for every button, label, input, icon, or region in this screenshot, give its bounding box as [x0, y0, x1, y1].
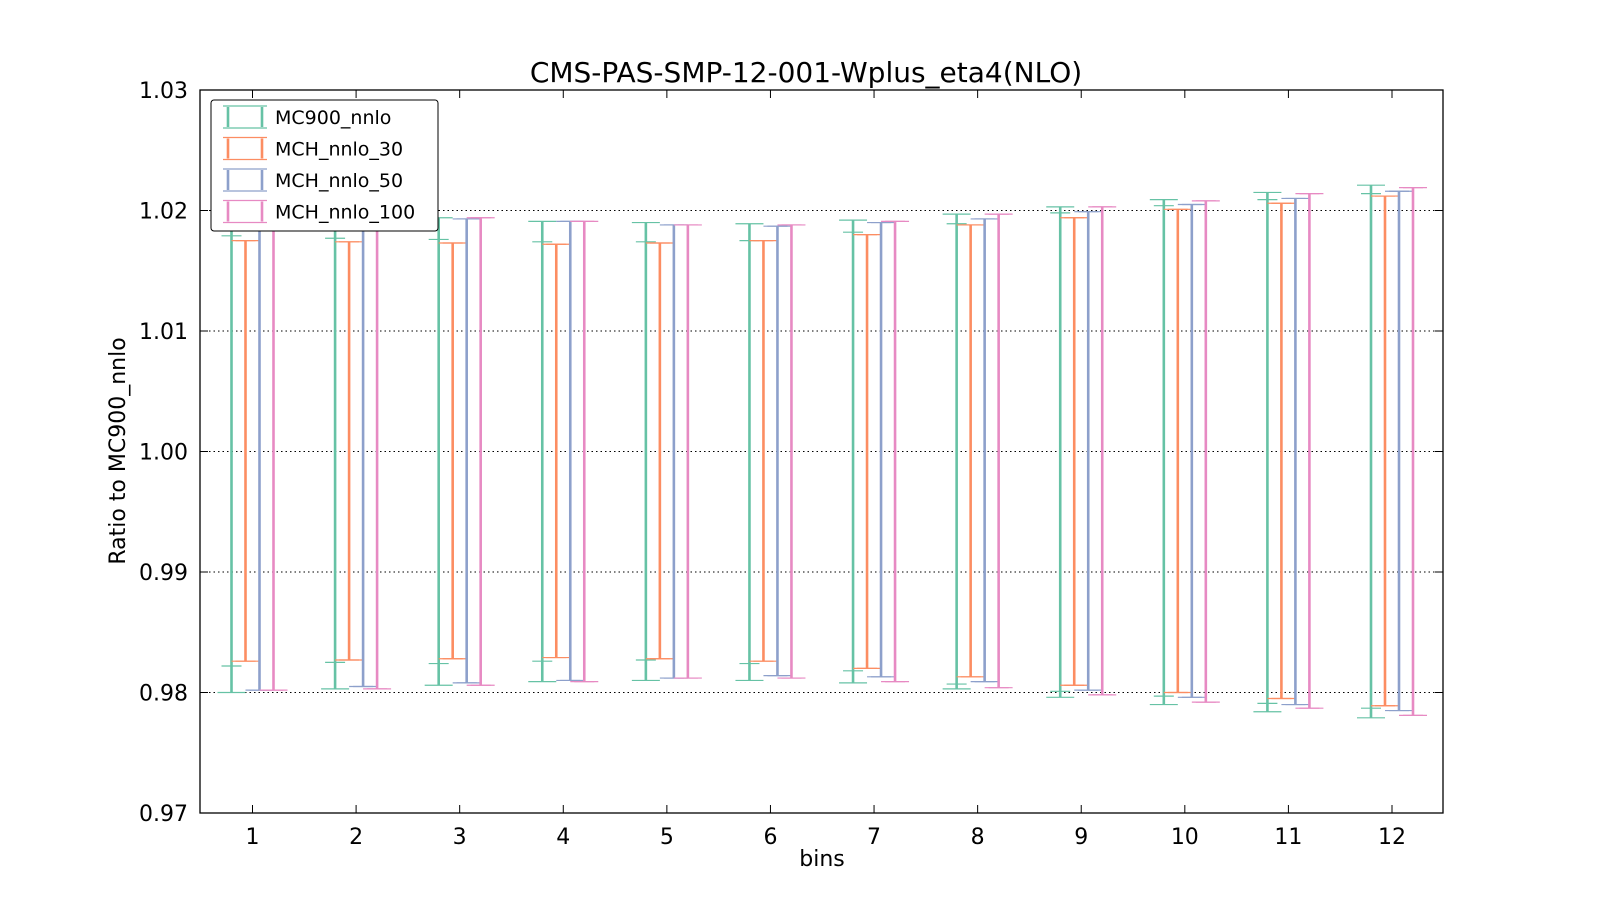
legend-entry: MC900_nnlo — [223, 105, 391, 129]
x-axis-label: bins — [799, 847, 844, 872]
x-tick-label: 8 — [971, 825, 985, 850]
x-tick-label: 10 — [1171, 825, 1199, 850]
y-tick-label: 1.02 — [139, 200, 188, 225]
x-tick-label: 5 — [660, 825, 674, 850]
x-tick-label: 6 — [763, 825, 777, 850]
chart-title: CMS-PAS-SMP-12-001-Wplus_eta4(NLO) — [530, 56, 1082, 89]
series-MC900_nnlo — [217, 184, 1385, 719]
legend-label: MCH_nnlo_50 — [275, 170, 403, 192]
x-tick-label: 2 — [349, 825, 363, 850]
y-tick-label: 1.00 — [139, 441, 188, 466]
x-tick-label: 1 — [246, 825, 260, 850]
y-axis-label: Ratio to MC900_nnlo — [106, 337, 131, 564]
x-tick-label: 4 — [556, 825, 570, 850]
y-tick-label: 1.03 — [139, 79, 188, 104]
y-tick-label: 0.98 — [139, 682, 188, 707]
x-tick-label: 12 — [1378, 825, 1406, 850]
legend-label: MCH_nnlo_30 — [275, 139, 403, 161]
y-tick-label: 0.99 — [139, 561, 188, 586]
x-tick-label: 11 — [1274, 825, 1302, 850]
x-tick-label: 7 — [867, 825, 881, 850]
legend-box — [210, 99, 439, 232]
error-bars — [217, 184, 1427, 719]
legend-label: MC900_nnlo — [275, 107, 391, 129]
legend-entry: MCH_nnlo_30 — [223, 136, 403, 161]
legend-entry: MCH_nnlo_100 — [223, 199, 415, 224]
legend: MC900_nnlo MCH_nnlo_30 MCH_nnlo_50 MCH_nnlo… — [210, 99, 439, 232]
y-tick-label: 0.97 — [139, 802, 188, 827]
legend-label: MCH_nnlo_100 — [275, 202, 415, 224]
y-tick-label: 1.01 — [139, 320, 188, 345]
series-MCH_nnlo_30 — [231, 195, 1399, 707]
axis-ticks: 0.970.980.991.001.011.021.031 2 3 4 5 6 7 8 9 10 1… — [139, 79, 1443, 850]
grid — [200, 210, 1443, 693]
series-MCH_nnlo_100 — [259, 187, 1427, 716]
series-MCH_nnlo_50 — [245, 190, 1413, 712]
legend-entry: MCH_nnlo_50 — [223, 168, 403, 192]
x-tick-label: 3 — [453, 825, 467, 850]
x-tick-label: 9 — [1074, 825, 1088, 850]
